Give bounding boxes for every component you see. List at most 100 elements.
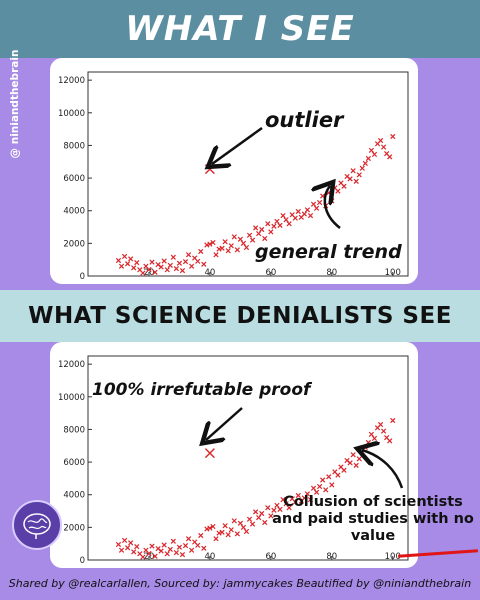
- data-point: [246, 232, 253, 238]
- data-point: [176, 260, 183, 266]
- data-point: [262, 519, 268, 526]
- data-point: [240, 240, 247, 246]
- x-tick-label: 40: [204, 268, 215, 278]
- data-point: [234, 247, 240, 253]
- data-point: [149, 543, 155, 549]
- data-point: [152, 269, 158, 275]
- data-point: [213, 252, 219, 258]
- data-point: [368, 147, 375, 153]
- data-point: [173, 550, 180, 556]
- data-point: [128, 540, 134, 546]
- data-point: [118, 263, 125, 269]
- data-point: [219, 529, 225, 535]
- data-point: [185, 536, 192, 542]
- data-point: [274, 218, 280, 224]
- data-point: [140, 554, 146, 560]
- data-point: [347, 176, 353, 182]
- data-point: [195, 542, 201, 548]
- data-point: [231, 234, 237, 240]
- data-point: [326, 474, 332, 480]
- data-point: [222, 523, 228, 529]
- y-tick-label: 4000: [63, 207, 85, 217]
- data-point: [228, 527, 234, 533]
- data-point: [274, 502, 280, 508]
- data-point: [134, 259, 140, 266]
- data-point: [158, 264, 164, 270]
- data-point: [188, 547, 195, 553]
- data-point: [304, 207, 311, 213]
- data-point: [277, 506, 283, 513]
- top-heading: WHAT I SEE: [125, 9, 355, 49]
- middle-heading: WHAT SCIENCE DENIALISTS SEE: [28, 303, 452, 329]
- data-point: [179, 551, 186, 558]
- data-point: [149, 259, 155, 265]
- data-point: [292, 215, 298, 221]
- data-point: [121, 537, 128, 544]
- data-point: [140, 270, 146, 276]
- x-tick-label: 100: [385, 268, 401, 278]
- data-point: [277, 222, 283, 229]
- brain-logo-icon: [12, 500, 62, 550]
- data-point: [301, 211, 308, 217]
- data-point: [152, 553, 158, 559]
- data-point: [252, 225, 259, 231]
- arrow-to-collusion: [362, 450, 404, 489]
- outlier-point: [204, 448, 215, 459]
- x-tick-label: 80: [326, 268, 337, 278]
- data-point: [335, 188, 341, 194]
- data-point: [271, 223, 277, 229]
- data-point: [118, 547, 125, 553]
- data-point: [134, 543, 140, 550]
- data-point: [246, 516, 253, 522]
- y-tick-label: 2000: [63, 523, 85, 533]
- data-point: [256, 514, 262, 521]
- data-point: [320, 477, 326, 483]
- data-point: [188, 263, 195, 269]
- data-point: [356, 172, 362, 178]
- data-point: [252, 509, 259, 515]
- data-point: [176, 544, 183, 550]
- data-point: [164, 267, 170, 273]
- y-tick-label: 4000: [63, 491, 85, 501]
- data-point: [329, 482, 335, 488]
- data-point: [237, 236, 244, 242]
- data-point: [271, 507, 277, 513]
- data-point: [170, 254, 176, 260]
- y-tick-label: 8000: [63, 141, 85, 151]
- data-point: [265, 505, 271, 511]
- data-point: [387, 154, 393, 160]
- data-point: [234, 531, 240, 537]
- data-point: [231, 518, 237, 524]
- data-point: [380, 144, 387, 150]
- data-point: [286, 221, 292, 227]
- data-point: [310, 485, 317, 491]
- data-point: [256, 230, 262, 237]
- arrow-to-trend: [325, 186, 341, 229]
- data-point: [259, 510, 265, 517]
- data-point: [198, 532, 204, 539]
- data-point: [198, 248, 204, 255]
- x-tick-label: 80: [326, 552, 337, 562]
- data-point: [146, 266, 152, 273]
- data-point: [265, 221, 271, 227]
- data-point: [173, 266, 180, 272]
- plot-frame: [87, 71, 409, 277]
- data-point: [161, 258, 167, 264]
- data-point: [185, 252, 192, 258]
- data-point: [164, 551, 170, 557]
- data-point: [207, 525, 213, 531]
- scatter-chart-bottom: 0 2000 4000 6000 8000 10000 12000 20 40 60 80 100: [58, 355, 409, 566]
- data-point: [387, 438, 393, 444]
- data-point: [131, 265, 137, 271]
- data-point: [350, 168, 356, 174]
- chart-panel-top: 0 2000 4000 6000 8000 10000 12000 20 40 60 80 100: [50, 58, 418, 284]
- data-point: [249, 237, 256, 243]
- data-point: [124, 261, 131, 267]
- data-point: [280, 496, 286, 503]
- data-point: [146, 550, 152, 557]
- data-point: [115, 257, 122, 264]
- data-point: [210, 239, 216, 246]
- data-point: [377, 137, 384, 144]
- data-point: [341, 467, 347, 473]
